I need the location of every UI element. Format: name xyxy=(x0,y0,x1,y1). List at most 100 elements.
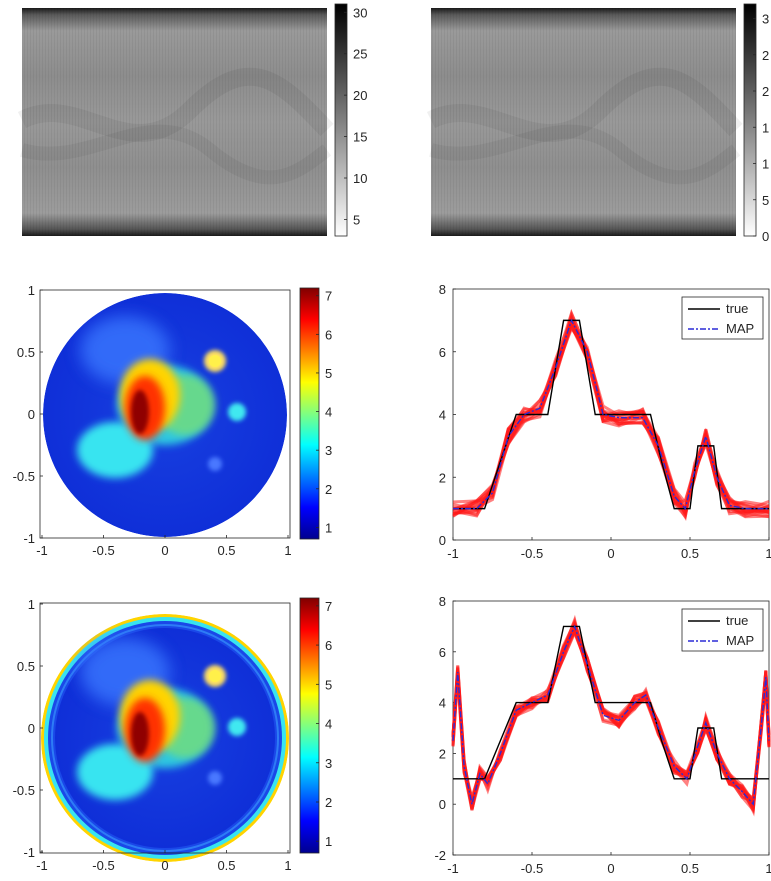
profile-mid-ticks: -1 -0.5 0 0.5 1 0 2 4 6 8 xyxy=(439,282,771,561)
y-tick-label: 8 xyxy=(439,594,446,609)
profile-bottom-panel: -1 -0.5 0 0.5 1 -2 0 2 4 6 8 true MAP xyxy=(434,594,771,876)
colorbar-tick-label: 2 xyxy=(325,482,332,497)
colorbar-tick-label: 1 xyxy=(325,520,332,535)
colorbar-tick-label: 6 xyxy=(325,638,332,653)
colorbar-tick-label: 10 xyxy=(353,171,367,186)
y-tick-label: 2 xyxy=(439,746,446,761)
colorbar-tick-label: 5 xyxy=(325,366,332,381)
colorbar-tick-label: 0 xyxy=(762,229,769,244)
colorbar-tick-label: 2 xyxy=(762,84,769,99)
colorbar-tick-label: 5 xyxy=(762,193,769,208)
colorbar-tick-label: 5 xyxy=(353,212,360,227)
colorbar-tick-label: 3 xyxy=(325,756,332,771)
profile-bottom-ticks: -1 -0.5 0 0.5 1 -2 0 2 4 6 8 xyxy=(434,594,771,876)
recon-mid-image xyxy=(43,293,287,537)
x-tick-label: 0.5 xyxy=(217,858,235,873)
series-map-line xyxy=(452,624,770,806)
x-tick-label: 0 xyxy=(607,861,614,876)
colorbar-tick-label: 2 xyxy=(762,48,769,63)
y-tick-label: 6 xyxy=(439,345,446,360)
x-tick-label: 0.5 xyxy=(681,546,699,561)
sinogram-right-trace xyxy=(426,67,743,142)
profile-bottom-legend: true MAP xyxy=(681,608,764,652)
legend-true-label: true xyxy=(726,613,748,628)
x-tick-label: 1 xyxy=(765,861,771,876)
y-tick-label: -1 xyxy=(23,845,35,860)
y-tick-label: 0 xyxy=(439,797,446,812)
y-tick-label: -0.5 xyxy=(13,783,35,798)
y-tick-label: 6 xyxy=(439,645,446,660)
y-tick-label: 0.5 xyxy=(17,659,35,674)
recon-mid-colorbar xyxy=(299,287,320,540)
sinogram-right-panel: 0 5 1 1 2 2 3 xyxy=(426,3,769,244)
legend-map-label: MAP xyxy=(726,633,754,648)
x-tick-label: -0.5 xyxy=(521,546,543,561)
colorbar-tick-label: 1 xyxy=(762,120,769,135)
colorbar-tick-label: 3 xyxy=(325,443,332,458)
x-tick-label: 0 xyxy=(161,858,168,873)
colorbar-tick-label: 3 xyxy=(762,12,769,27)
colorbar-tick-label: 7 xyxy=(325,289,332,304)
sinogram-right-colorbar-ticks: 0 5 1 1 2 2 3 xyxy=(753,12,769,244)
recon-bottom-ticks: -1 -0.5 0 0.5 1 -1 -0.5 0 0.5 1 xyxy=(13,597,292,873)
posterior-sample-line xyxy=(451,628,771,810)
recon-mid-colorbar-ticks: 1 2 3 4 5 6 7 xyxy=(316,289,332,535)
colorbar-tick-label: 5 xyxy=(325,677,332,692)
colorbar-tick-label: 20 xyxy=(353,88,367,103)
posterior-sample-line xyxy=(451,629,771,807)
series-true-line xyxy=(453,319,769,510)
colorbar-tick-label: 1 xyxy=(325,834,332,849)
sinogram-left-panel: 5 10 15 20 25 30 xyxy=(17,3,367,237)
recon-mid-ticks: -1 -0.5 0 0.5 1 -1 -0.5 0 0.5 1 xyxy=(13,283,292,558)
profile-mid-panel: -1 -0.5 0 0.5 1 0 2 4 6 8 true MAP xyxy=(439,282,771,561)
colorbar-tick-label: 15 xyxy=(353,130,367,145)
x-tick-label: 1 xyxy=(765,546,771,561)
x-tick-label: -0.5 xyxy=(92,543,114,558)
legend-true-label: true xyxy=(726,301,748,316)
x-tick-label: -0.5 xyxy=(92,858,114,873)
y-tick-label: 4 xyxy=(439,696,446,711)
x-tick-label: 0 xyxy=(161,543,168,558)
recon-mid-panel: -1 -0.5 0 0.5 1 -1 -0.5 0 0.5 1 1 2 3 4 5 6 7 xyxy=(13,283,333,558)
x-tick-label: 1 xyxy=(284,543,291,558)
sinogram-left-trace xyxy=(17,67,334,142)
y-tick-label: 0 xyxy=(28,407,35,422)
profile-bottom-plot xyxy=(451,614,771,817)
x-tick-label: -0.5 xyxy=(521,861,543,876)
y-tick-label: 8 xyxy=(439,282,446,297)
x-tick-label: -1 xyxy=(447,861,459,876)
colorbar-tick-label: 4 xyxy=(325,717,332,732)
colorbar-tick-label: 30 xyxy=(353,5,367,20)
y-tick-label: -1 xyxy=(23,531,35,546)
profile-mid-legend: true MAP xyxy=(681,296,764,340)
sinogram-left-colorbar xyxy=(334,3,348,237)
y-tick-label: 0.5 xyxy=(17,345,35,360)
y-tick-label: -0.5 xyxy=(13,469,35,484)
colorbar-tick-label: 7 xyxy=(325,599,332,614)
series-map-line xyxy=(453,318,769,511)
legend-map-label: MAP xyxy=(726,321,754,336)
colorbar-tick-label: 6 xyxy=(325,327,332,342)
x-tick-label: 0 xyxy=(607,546,614,561)
colorbar-tick-label: 2 xyxy=(325,795,332,810)
x-tick-label: 0.5 xyxy=(217,543,235,558)
y-tick-label: 4 xyxy=(439,408,446,423)
profile-mid-plot xyxy=(452,308,770,521)
y-tick-label: 2 xyxy=(439,470,446,485)
sinogram-right-colorbar xyxy=(743,3,757,237)
colorbar-tick-label: 1 xyxy=(762,157,769,172)
colorbar-tick-label: 4 xyxy=(325,405,332,420)
y-tick-label: 1 xyxy=(28,283,35,298)
recon-bottom-panel: -1 -0.5 0 0.5 1 -1 -0.5 0 0.5 1 1 2 3 4 5 6 7 xyxy=(13,597,333,873)
y-tick-label: -2 xyxy=(434,848,446,863)
recon-bottom-image xyxy=(41,614,289,862)
x-tick-label: 0.5 xyxy=(681,861,699,876)
x-tick-label: -1 xyxy=(36,858,48,873)
recon-bottom-colorbar-ticks: 1 2 3 4 5 6 7 xyxy=(316,599,332,849)
y-tick-label: 1 xyxy=(28,597,35,612)
y-tick-label: 0 xyxy=(439,533,446,548)
sinogram-left-colorbar-ticks: 5 10 15 20 25 30 xyxy=(344,5,367,227)
x-tick-label: -1 xyxy=(447,546,459,561)
recon-bottom-colorbar xyxy=(299,597,320,854)
